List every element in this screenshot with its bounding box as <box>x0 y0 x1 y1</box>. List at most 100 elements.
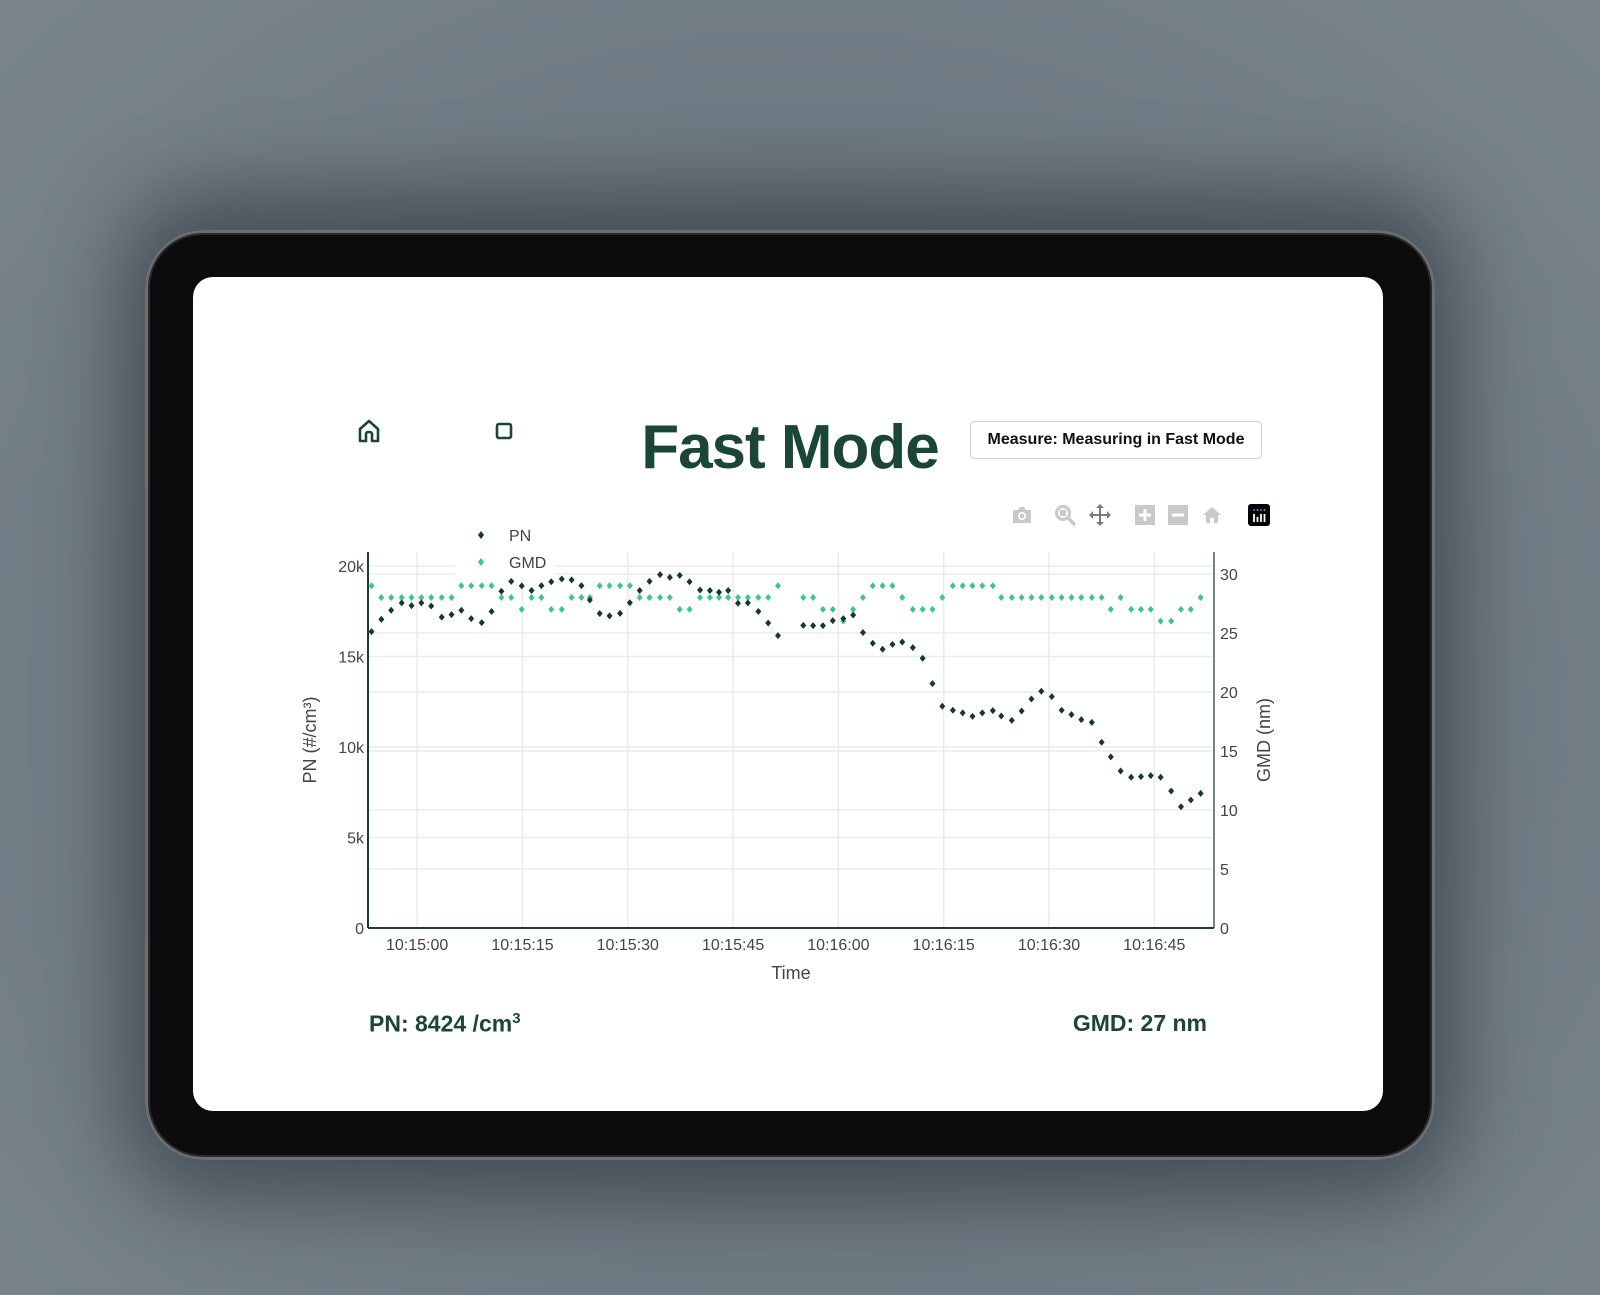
gmd-data-point <box>428 594 435 602</box>
pn-data-point <box>438 613 445 621</box>
gmd-data-point <box>744 594 751 602</box>
gmd-data-point <box>1088 594 1095 602</box>
pn-data-point <box>939 702 946 710</box>
gmd-data-point <box>398 594 405 602</box>
y2-axis-title: GMD (nm) <box>1254 698 1274 782</box>
y2-tick-label: 25 <box>1220 626 1238 643</box>
zoom-in-button[interactable] <box>1133 503 1157 527</box>
gmd-data-point <box>626 582 633 590</box>
pn-data-point <box>1038 687 1045 695</box>
pn-data-point <box>697 586 704 594</box>
download-png-button[interactable] <box>1010 503 1034 527</box>
gmd-data-point <box>1098 594 1105 602</box>
plotly-logo-link[interactable] <box>1247 503 1271 527</box>
gmd-data-point <box>939 594 946 602</box>
pn-data-point <box>800 621 807 629</box>
measure-status-button[interactable]: Measure: Measuring in Fast Mode <box>970 421 1262 459</box>
gmd-data-point <box>989 582 996 590</box>
pn-data-point <box>657 571 664 579</box>
y-tick-label: 20k <box>338 559 365 576</box>
gmd-data-point <box>800 594 807 602</box>
gmd-data-point <box>676 605 683 613</box>
gmd-data-point <box>1028 594 1035 602</box>
pn-data-point <box>1018 707 1025 715</box>
zoom-button[interactable] <box>1053 503 1077 527</box>
pn-data-point <box>949 706 956 714</box>
gmd-data-point <box>657 594 664 602</box>
pn-data-point <box>408 602 415 610</box>
gmd-data-point <box>408 594 415 602</box>
stop-button[interactable] <box>494 421 514 441</box>
gmd-data-point <box>998 594 1005 602</box>
page-title: Fast Mode <box>641 413 940 482</box>
gmd-data-point <box>478 582 485 590</box>
pn-data-point <box>734 599 741 607</box>
gmd-data-point <box>755 594 762 602</box>
gmd-data-point <box>969 582 976 590</box>
pn-data-point <box>568 576 575 584</box>
zoom-out-button[interactable] <box>1166 503 1190 527</box>
pn-data-point <box>765 619 772 627</box>
y2-tick-label: 0 <box>1220 921 1229 938</box>
gmd-data-point <box>617 582 624 590</box>
x-tick-label: 10:16:15 <box>913 937 975 954</box>
gmd-data-point <box>879 582 886 590</box>
pn-data-point <box>959 709 966 717</box>
pn-data-point <box>538 582 545 590</box>
legend-marker-gmd <box>478 558 484 566</box>
stop-square-icon <box>495 422 513 440</box>
pn-data-point <box>518 582 525 590</box>
pn-data-point <box>548 578 555 586</box>
pn-data-point <box>929 680 936 688</box>
x-tick-label: 10:15:45 <box>702 937 764 954</box>
pn-data-point <box>478 619 485 627</box>
pn-data-point <box>1068 711 1075 719</box>
gmd-data-point <box>1018 594 1025 602</box>
chart-marks <box>368 571 1204 811</box>
gmd-data-point <box>438 594 445 602</box>
pn-data-point <box>596 610 603 618</box>
pn-data-point <box>558 575 565 583</box>
pn-data-point <box>1098 738 1105 746</box>
gmd-data-point <box>378 594 385 602</box>
pn-data-point <box>428 602 435 610</box>
gmd-data-point <box>1187 605 1194 613</box>
gmd-data-point <box>734 594 741 602</box>
legend-background <box>455 522 555 578</box>
gmd-data-point <box>666 594 673 602</box>
gmd-data-point <box>697 594 704 602</box>
pn-data-point <box>979 709 986 717</box>
y2-tick-label: 30 <box>1220 567 1238 584</box>
legend-label-pn: PN <box>509 528 531 545</box>
pn-data-point <box>706 587 713 595</box>
pn-data-point <box>1028 695 1035 703</box>
x-axis-title: Time <box>771 963 810 983</box>
reset-axes-home-icon <box>1203 507 1221 523</box>
pn-data-point <box>676 571 683 579</box>
gmd-data-point <box>646 594 653 602</box>
zoom-out-icon <box>1168 505 1188 525</box>
pan-button[interactable] <box>1088 503 1112 527</box>
pn-data-point <box>899 638 906 646</box>
gmd-data-point <box>1048 594 1055 602</box>
gmd-data-point <box>716 594 723 602</box>
gmd-data-point <box>859 594 866 602</box>
pn-data-point <box>819 622 826 630</box>
pn-data-point <box>1197 789 1204 797</box>
pn-data-point <box>775 632 782 640</box>
reset-axes-button[interactable] <box>1200 503 1224 527</box>
pn-readout: PN: 8424 /cm3 <box>369 1010 521 1038</box>
gmd-data-point <box>498 594 505 602</box>
gmd-data-point <box>1137 605 1144 613</box>
gmd-data-point <box>1107 605 1114 613</box>
home-button[interactable] <box>356 418 382 444</box>
x-tick-label: 10:15:30 <box>597 937 659 954</box>
chart-legend[interactable]: PN GMD <box>455 522 555 578</box>
pn-data-point <box>626 599 633 607</box>
pn-data-point <box>725 587 732 595</box>
pn-data-point <box>1168 787 1175 795</box>
pn-data-point <box>889 640 896 648</box>
app-screen <box>193 277 1383 1111</box>
pn-data-point <box>989 707 996 715</box>
